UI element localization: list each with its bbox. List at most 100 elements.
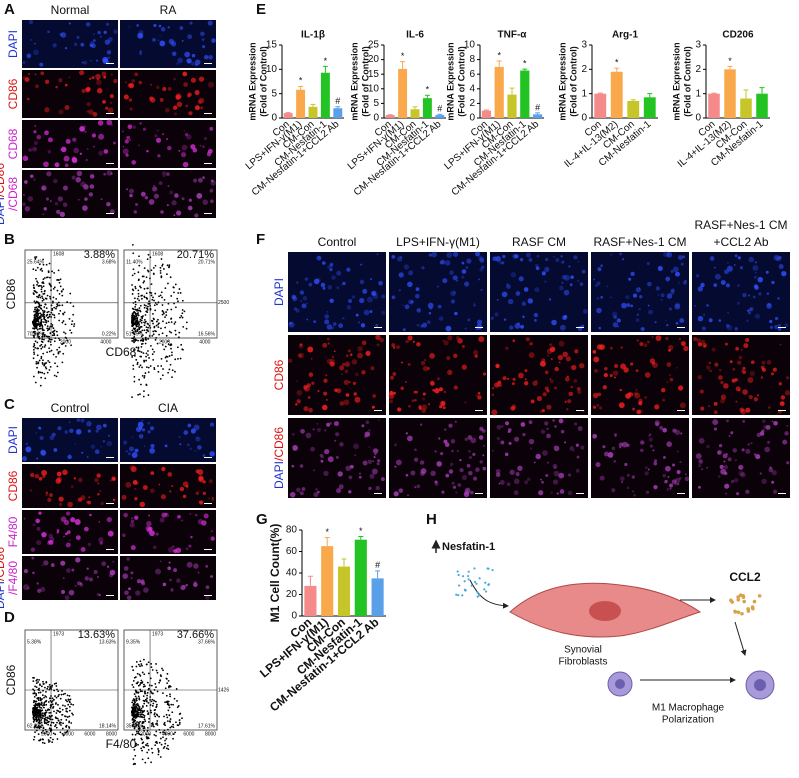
cell-signal [535,379,538,383]
protein-dot [487,583,491,586]
event-dot [161,264,164,267]
event-dot [169,276,172,279]
protein-dot [467,574,470,578]
cell-signal [459,468,464,473]
event-dot [160,365,163,367]
cell-signal [173,214,176,217]
cell-signal [512,254,518,259]
event-dot [144,720,147,723]
event-dot [164,742,167,745]
cell-signal [109,94,114,99]
bar [410,109,420,118]
event-dot [58,292,61,295]
cell-signal [733,264,736,266]
cell-signal [99,35,103,38]
cell-signal [101,71,107,77]
cell-signal [549,378,552,381]
cell-signal [730,479,735,484]
bar [333,108,343,118]
event-dot [145,704,148,707]
cell-signal [661,387,666,393]
event-dot [143,716,145,719]
cell-signal [509,469,515,475]
cell-signal [84,197,88,201]
cell-signal [45,493,49,497]
event-dot [143,375,146,377]
event-dot [50,721,53,724]
row-label: DAPI/CD86 [0,163,7,225]
event-dot [36,335,39,337]
significance-mark: * [523,58,527,68]
event-dot [38,359,41,362]
x-tick-label: 6000 [183,731,194,737]
cell-signal [766,360,772,365]
event-dot [41,338,44,341]
cell-signal [367,459,373,465]
cell-signal [135,481,139,485]
cell-signal [137,421,144,428]
cell-signal [103,149,109,154]
event-dot [55,375,58,378]
event-dot [170,347,172,350]
cell-signal [373,456,376,459]
event-dot [42,298,45,301]
cell-signal [753,275,757,279]
cell-signal [376,253,379,256]
event-dot [35,322,37,325]
event-dot [34,381,37,384]
cell-signal [327,342,330,345]
cell-signal [446,252,453,259]
cell-signal [96,576,99,578]
cell-signal [707,405,711,408]
event-dot [163,298,166,301]
event-dot [165,322,168,325]
event-dot [38,303,41,306]
cell-signal [644,471,649,476]
event-dot [40,721,43,724]
event-dot [32,716,35,719]
event-dot [66,730,69,733]
event-dot [39,344,41,347]
event-dot [148,302,151,305]
cell-signal [414,448,417,452]
nucleus [589,601,621,621]
event-dot [47,733,50,736]
cell-signal [106,170,113,176]
event-dot [132,268,135,271]
event-dot [155,336,158,339]
cell-signal [577,279,580,282]
scale-bar [475,410,483,411]
protein-dot [484,590,488,593]
micrograph [692,418,790,498]
cell-signal [198,177,203,183]
panel-letter: C [4,396,15,413]
cell-signal [190,77,197,83]
event-dot [148,357,150,359]
micrograph [22,70,118,118]
cell-signal [124,80,128,84]
cell-signal [59,211,65,217]
cell-signal [428,253,433,257]
event-dot [38,678,40,681]
cell-signal [729,360,733,364]
cell-signal [97,87,103,94]
event-dot [181,717,183,720]
event-dot [150,344,152,347]
cell-signal [348,299,353,303]
cell-signal [338,484,344,490]
significance-mark: * [615,57,619,67]
event-dot [41,698,43,700]
event-dot [131,307,134,310]
cell-signal [660,298,663,301]
event-dot [137,732,140,735]
protein-dot [464,589,467,592]
event-dot [148,717,151,720]
event-dot [160,276,163,279]
event-dot [34,716,37,719]
event-dot [65,337,68,340]
event-dot [136,329,139,332]
cell-signal [186,561,193,568]
cell-signal [427,367,430,370]
cell-signal [155,137,162,143]
event-dot [43,742,46,745]
